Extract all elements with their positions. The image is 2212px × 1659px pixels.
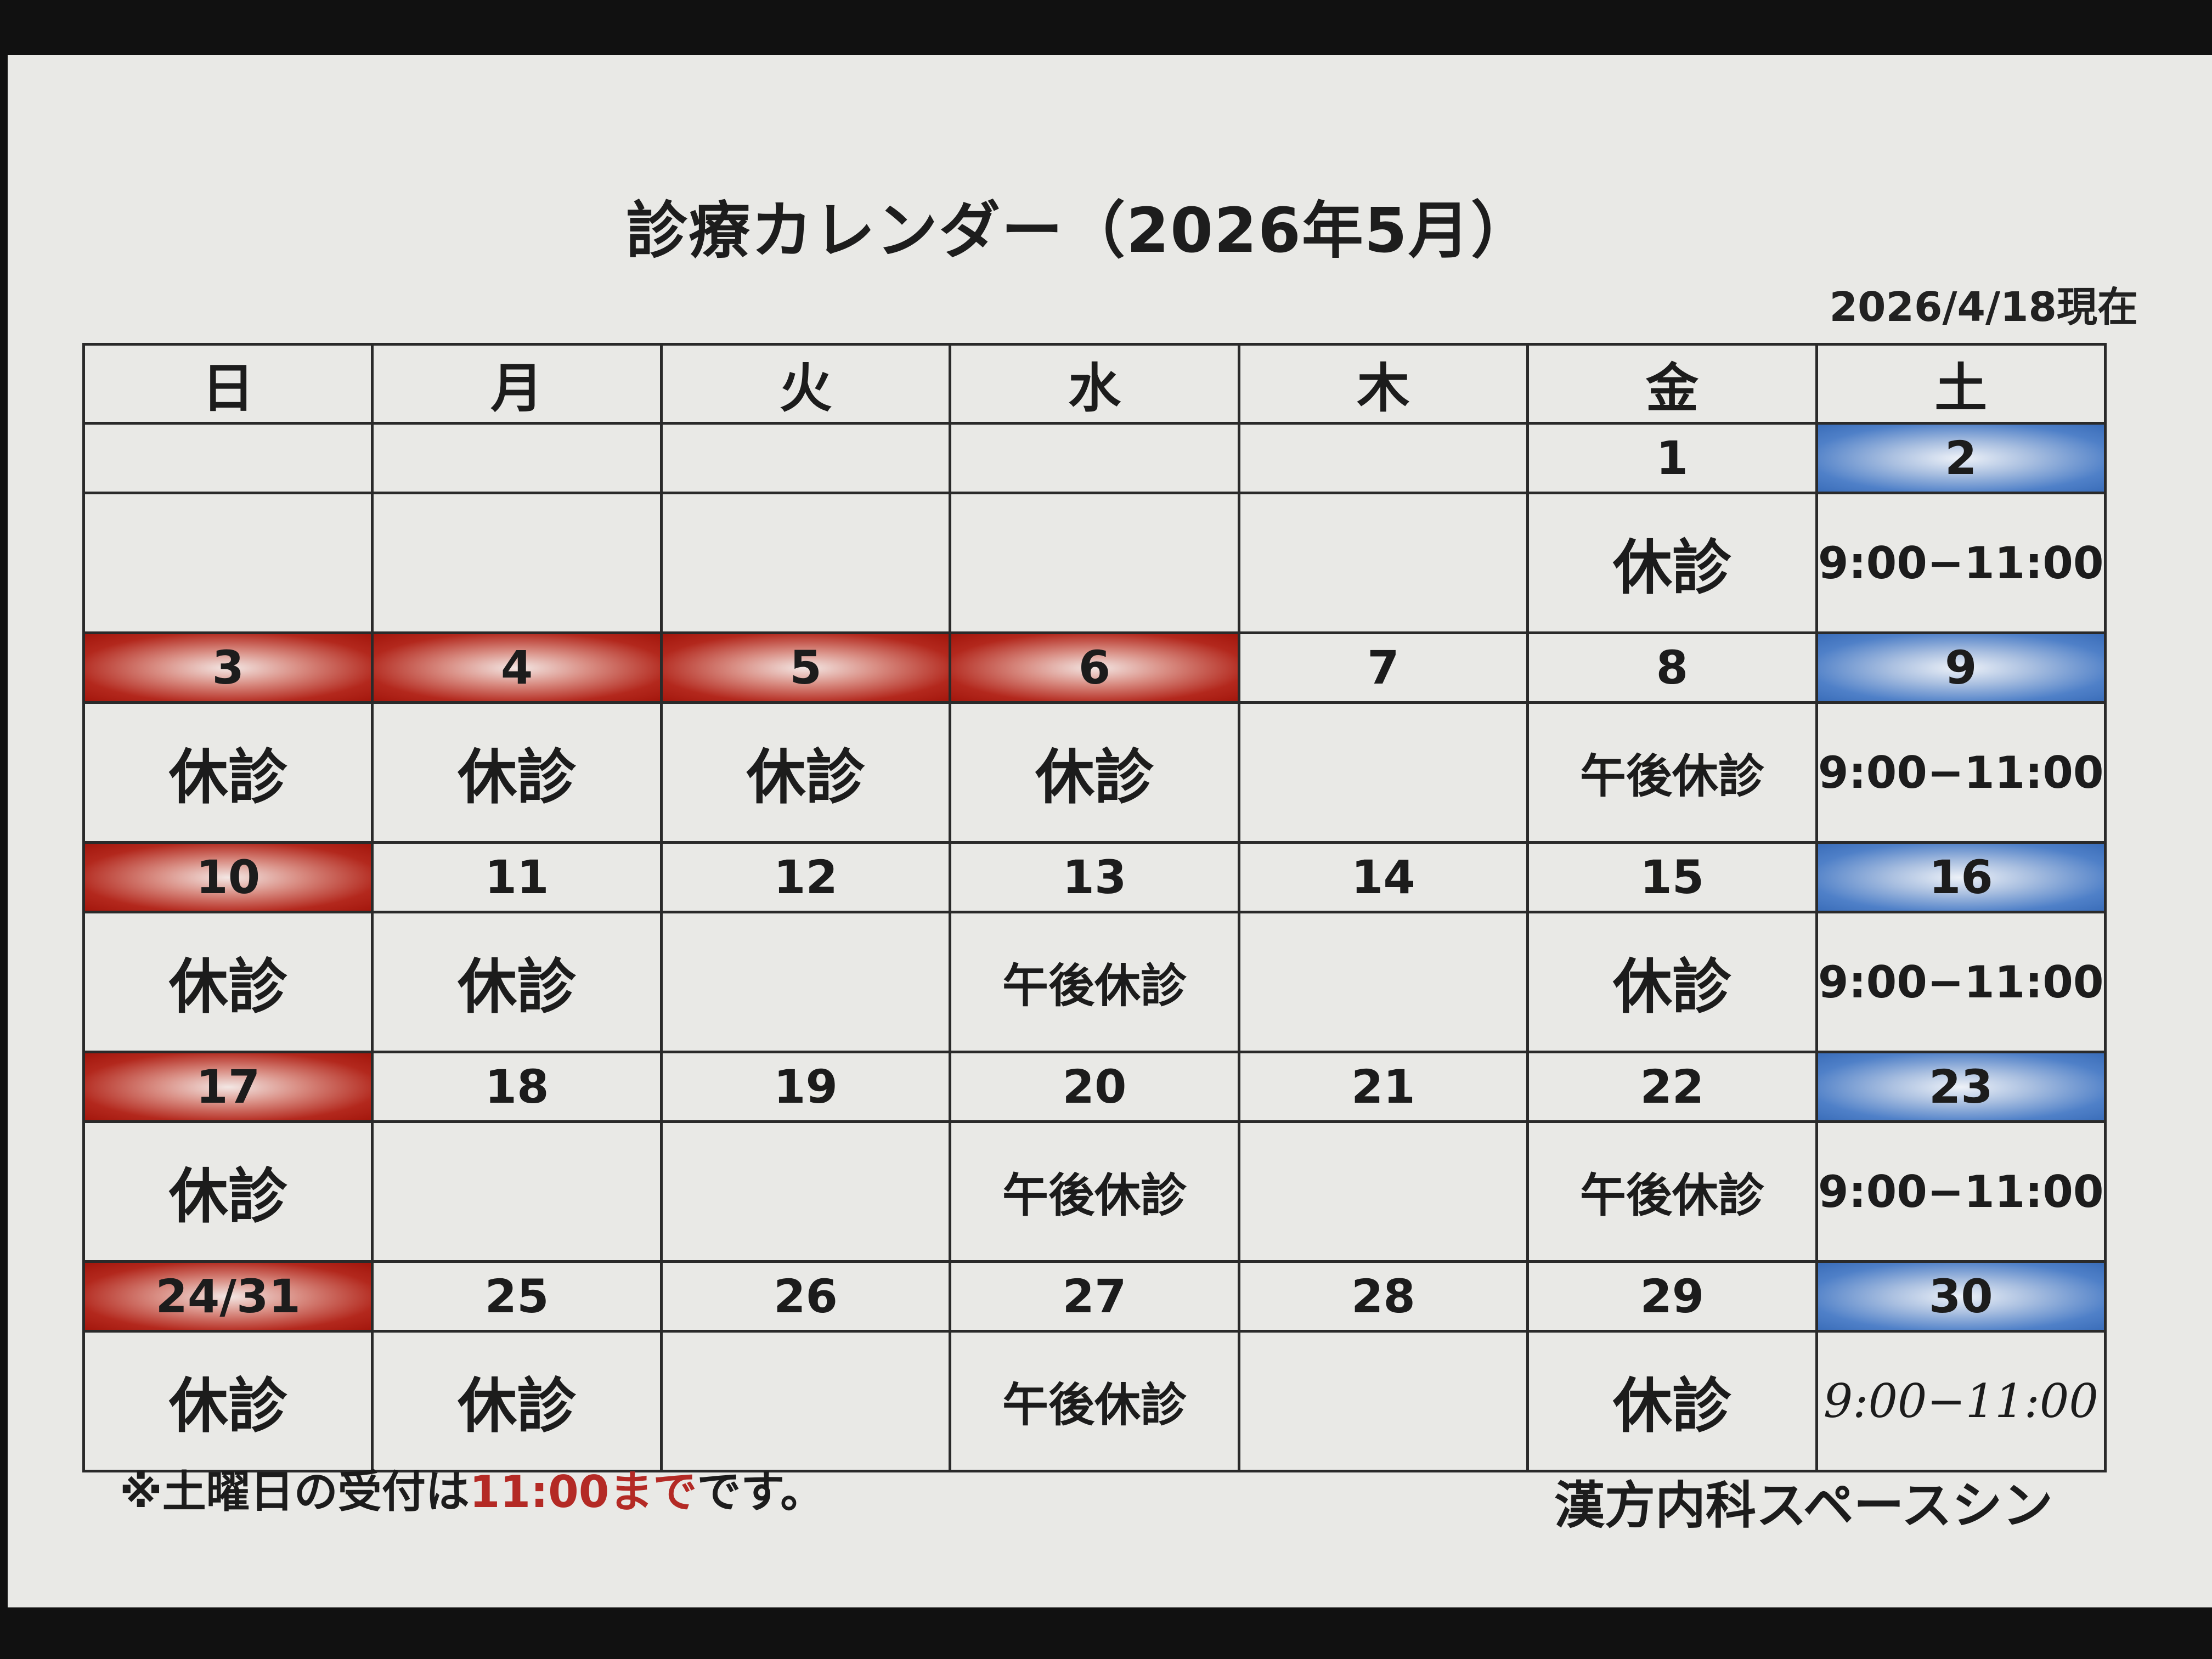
day-status bbox=[1237, 492, 1530, 634]
day-number: 8 bbox=[1526, 631, 1818, 704]
date-row: 24/31 25 26 27 28 29 30 bbox=[82, 1260, 2107, 1333]
day-status: 休診 bbox=[82, 911, 374, 1053]
as-of-date: 2026/4/18現在 bbox=[1829, 284, 2138, 331]
date-row: 17 18 19 20 21 22 23 bbox=[82, 1051, 2107, 1123]
day-status: 休診 bbox=[371, 701, 663, 844]
day-number: 23 bbox=[1815, 1051, 2107, 1123]
day-status: 午後休診 bbox=[949, 1330, 1240, 1472]
note-row: 休診 休診 午後休診 休診 9:00−11:00 bbox=[82, 911, 2107, 1053]
footnote-text-end: です。 bbox=[697, 1466, 825, 1517]
day-number: 30 bbox=[1815, 1260, 2107, 1333]
day-status bbox=[949, 492, 1240, 634]
day-status bbox=[1237, 701, 1530, 844]
day-number: 17 bbox=[82, 1051, 374, 1123]
day-number bbox=[371, 422, 663, 494]
day-status: 休診 bbox=[371, 1330, 663, 1472]
date-row: 10 11 12 13 14 15 16 bbox=[82, 841, 2107, 913]
calendar-table: 日月火水木金土 1 2 休診 9:00−11:00 3 4 5 6 7 8 9 休診 休診 休診 休診 午後休… bbox=[82, 343, 2107, 1472]
day-status: 休診 bbox=[1526, 1330, 1818, 1472]
day-status bbox=[1237, 1330, 1530, 1472]
day-number: 5 bbox=[659, 631, 952, 704]
day-number bbox=[659, 422, 952, 494]
note-row: 休診 午後休診 午後休診 9:00−11:00 bbox=[82, 1120, 2107, 1263]
footnote-text: ※土曜日の受付は bbox=[120, 1466, 470, 1517]
day-status: 休診 bbox=[1526, 492, 1818, 634]
day-status: 午後休診 bbox=[1526, 701, 1818, 844]
day-number: 4 bbox=[371, 631, 663, 704]
day-status: 午後休診 bbox=[949, 911, 1240, 1053]
day-status: 休診 bbox=[1526, 911, 1818, 1053]
day-number: 1 bbox=[1526, 422, 1818, 494]
day-number: 7 bbox=[1237, 631, 1530, 704]
day-status: 9:00−11:00 bbox=[1815, 911, 2107, 1053]
day-number: 16 bbox=[1815, 841, 2107, 913]
day-number: 19 bbox=[659, 1051, 952, 1123]
footnote: ※土曜日の受付は11:00までです。 bbox=[120, 1457, 824, 1520]
day-status: 9:00−11:00 bbox=[1815, 701, 2107, 844]
day-status: 午後休診 bbox=[949, 1120, 1240, 1263]
day-status bbox=[1237, 1120, 1530, 1263]
day-number: 26 bbox=[659, 1260, 952, 1333]
day-number: 25 bbox=[371, 1260, 663, 1333]
day-status bbox=[659, 492, 952, 634]
day-status: 9:00−11:00 bbox=[1815, 1330, 2107, 1472]
day-number: 9 bbox=[1815, 631, 2107, 704]
weekday-header: 金 bbox=[1526, 343, 1818, 425]
day-status: 休診 bbox=[949, 701, 1240, 844]
day-status bbox=[659, 911, 952, 1053]
note-row: 休診 休診 休診 休診 午後休診 9:00−11:00 bbox=[82, 701, 2107, 844]
footnote-highlight: 11:00まで bbox=[469, 1466, 697, 1517]
day-number: 10 bbox=[82, 841, 374, 913]
day-number: 24/31 bbox=[82, 1260, 374, 1333]
clinic-name: 漢方内科スペースシン bbox=[1554, 1476, 2053, 1535]
day-number: 28 bbox=[1237, 1260, 1530, 1333]
day-status bbox=[1237, 911, 1530, 1053]
day-status: 休診 bbox=[82, 1120, 374, 1263]
day-number: 2 bbox=[1815, 422, 2107, 494]
note-row: 休診 休診 午後休診 休診 9:00−11:00 bbox=[82, 1330, 2107, 1472]
day-status: 休診 bbox=[82, 701, 374, 844]
day-status bbox=[82, 492, 374, 634]
day-status: 午後休診 bbox=[1526, 1120, 1818, 1263]
page-title: 診療カレンダー（2026年5月） bbox=[626, 195, 1533, 267]
day-number bbox=[949, 422, 1240, 494]
day-number: 21 bbox=[1237, 1051, 1530, 1123]
day-status: 休診 bbox=[371, 911, 663, 1053]
day-status bbox=[659, 1120, 952, 1263]
weekday-header-row: 日月火水木金土 bbox=[82, 343, 2107, 425]
day-number: 14 bbox=[1237, 841, 1530, 913]
day-number: 29 bbox=[1526, 1260, 1818, 1333]
weekday-header: 木 bbox=[1237, 343, 1530, 425]
day-number bbox=[1237, 422, 1530, 494]
day-status: 9:00−11:00 bbox=[1815, 492, 2107, 634]
day-number: 3 bbox=[82, 631, 374, 704]
day-number: 15 bbox=[1526, 841, 1818, 913]
weekday-header: 水 bbox=[949, 343, 1240, 425]
day-status: 9:00−11:00 bbox=[1815, 1120, 2107, 1263]
weekday-header: 火 bbox=[659, 343, 952, 425]
day-number: 27 bbox=[949, 1260, 1240, 1333]
note-row: 休診 9:00−11:00 bbox=[82, 492, 2107, 634]
day-status: 休診 bbox=[82, 1330, 374, 1472]
day-status bbox=[371, 1120, 663, 1263]
day-number bbox=[82, 422, 374, 494]
day-number: 6 bbox=[949, 631, 1240, 704]
day-status: 休診 bbox=[659, 701, 952, 844]
day-status bbox=[371, 492, 663, 634]
weekday-header: 日 bbox=[82, 343, 374, 425]
day-number: 18 bbox=[371, 1051, 663, 1123]
day-number: 13 bbox=[949, 841, 1240, 913]
day-number: 20 bbox=[949, 1051, 1240, 1123]
day-number: 11 bbox=[371, 841, 663, 913]
day-number: 22 bbox=[1526, 1051, 1818, 1123]
weekday-header: 土 bbox=[1815, 343, 2107, 425]
day-status bbox=[659, 1330, 952, 1472]
weekday-header: 月 bbox=[371, 343, 663, 425]
day-number: 12 bbox=[659, 841, 952, 913]
